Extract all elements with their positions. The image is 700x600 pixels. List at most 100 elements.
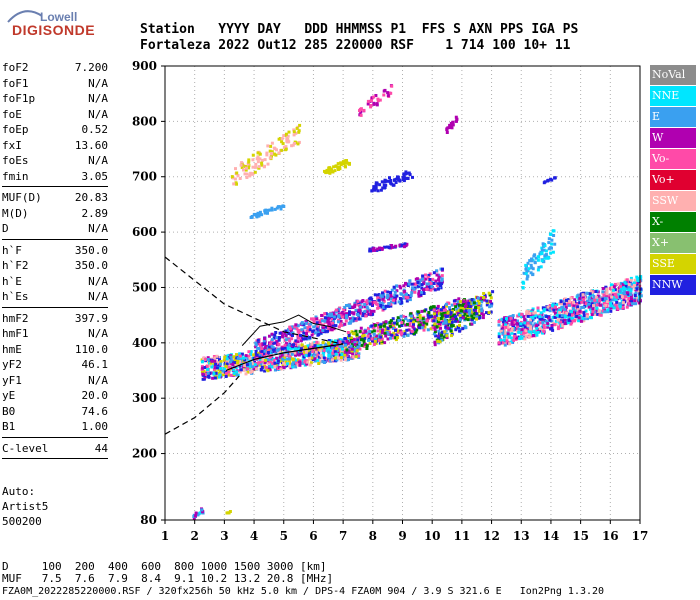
echo-dot	[472, 308, 476, 312]
echo-dot	[582, 305, 586, 309]
echo-dot	[381, 305, 385, 309]
echo-dot	[314, 315, 318, 319]
echo-dot	[291, 331, 295, 335]
param-value: 74.6	[81, 404, 109, 418]
echo-dot	[337, 349, 341, 353]
echo-dot	[287, 357, 290, 361]
echo-dot	[314, 331, 317, 335]
legend-item: Vo-	[650, 149, 696, 169]
echo-dot	[576, 311, 580, 315]
echo-dot	[485, 299, 489, 303]
echo-dot	[307, 354, 311, 358]
param-group-2: MUF(D) 20.83 M(D) 2.89 D N/A	[2, 190, 108, 237]
echo-dot	[378, 246, 381, 250]
echo-dot	[380, 302, 384, 306]
echo-dot	[354, 355, 358, 359]
echo-dot	[330, 321, 334, 325]
echo-dot	[347, 321, 351, 325]
echo-dot	[274, 331, 278, 334]
echo-dot	[345, 304, 348, 307]
echo-dot	[305, 332, 308, 335]
echo-dot	[425, 322, 429, 326]
echo-dot	[359, 113, 363, 117]
echo-dot	[540, 246, 544, 250]
echo-dot	[637, 301, 641, 305]
echo-dot	[268, 208, 272, 212]
echo-dot	[446, 311, 450, 315]
echo-dot	[520, 330, 524, 334]
echo-dot	[517, 335, 521, 339]
echo-dot	[279, 137, 282, 140]
echo-dot	[562, 318, 566, 322]
echo-dot	[511, 325, 515, 329]
echo-dot	[546, 308, 550, 312]
echo-dot	[384, 334, 388, 338]
y-tick-label: 80	[140, 513, 157, 527]
echo-dot	[445, 131, 449, 134]
echo-dot	[542, 260, 546, 264]
echo-dot	[259, 368, 263, 371]
echo-dot	[422, 282, 426, 285]
echo-dot	[200, 365, 204, 369]
echo-dot	[362, 344, 366, 348]
echo-dot	[338, 338, 342, 342]
echo-dot	[627, 286, 631, 289]
echo-dot	[411, 325, 415, 329]
echo-dot	[501, 331, 505, 335]
echo-dot	[342, 162, 345, 166]
echo-dot	[383, 186, 387, 189]
echo-dot	[507, 335, 511, 339]
echo-dot	[546, 256, 550, 260]
echo-dot	[454, 319, 458, 323]
echo-dot	[422, 280, 426, 284]
echo-dot	[256, 160, 260, 164]
param-value: 110.0	[74, 342, 108, 356]
echo-dot	[330, 316, 334, 319]
echo-dot	[354, 330, 358, 334]
echo-dot	[529, 325, 533, 329]
echo-dot	[381, 328, 384, 332]
param-value: N/A	[88, 76, 108, 90]
echo-dot	[304, 320, 308, 324]
echo-dot	[244, 367, 248, 371]
echo-dot	[335, 341, 339, 345]
legend-item: SSE	[650, 254, 696, 274]
echo-dot	[313, 344, 317, 348]
echo-dot	[234, 364, 238, 368]
echo-dot	[270, 150, 274, 154]
echo-dot	[361, 334, 365, 338]
echo-dot	[539, 328, 543, 332]
echo-dot	[392, 331, 396, 335]
echo-dot	[294, 339, 298, 343]
echo-dot	[563, 322, 567, 326]
echo-dot	[304, 354, 308, 358]
param-label: h`Es	[2, 290, 29, 304]
echo-dot	[586, 299, 589, 303]
echo-dot	[236, 174, 240, 178]
echo-dot	[257, 214, 261, 218]
echo-dot	[386, 91, 390, 95]
echo-dot	[273, 333, 277, 337]
echo-dot	[297, 329, 301, 332]
echo-dot	[325, 168, 329, 172]
echo-dot	[455, 307, 459, 311]
echo-dot	[520, 328, 524, 332]
echo-dot	[505, 339, 509, 343]
echo-dot	[406, 319, 410, 323]
echo-dot	[365, 344, 369, 348]
echo-dot	[395, 284, 399, 288]
echo-dot	[229, 360, 232, 364]
echo-dot	[410, 314, 414, 318]
echo-dot	[244, 165, 248, 168]
echo-dot	[227, 358, 231, 362]
echo-dot	[280, 357, 284, 361]
param-value: N/A	[88, 274, 108, 288]
echo-dot	[629, 292, 633, 296]
echo-dot	[560, 305, 564, 309]
echo-dot	[480, 307, 484, 311]
echo-dot	[222, 358, 226, 362]
echo-dot	[568, 313, 571, 317]
divider	[2, 238, 108, 240]
echo-dot	[243, 358, 247, 362]
echo-dot	[400, 321, 404, 324]
